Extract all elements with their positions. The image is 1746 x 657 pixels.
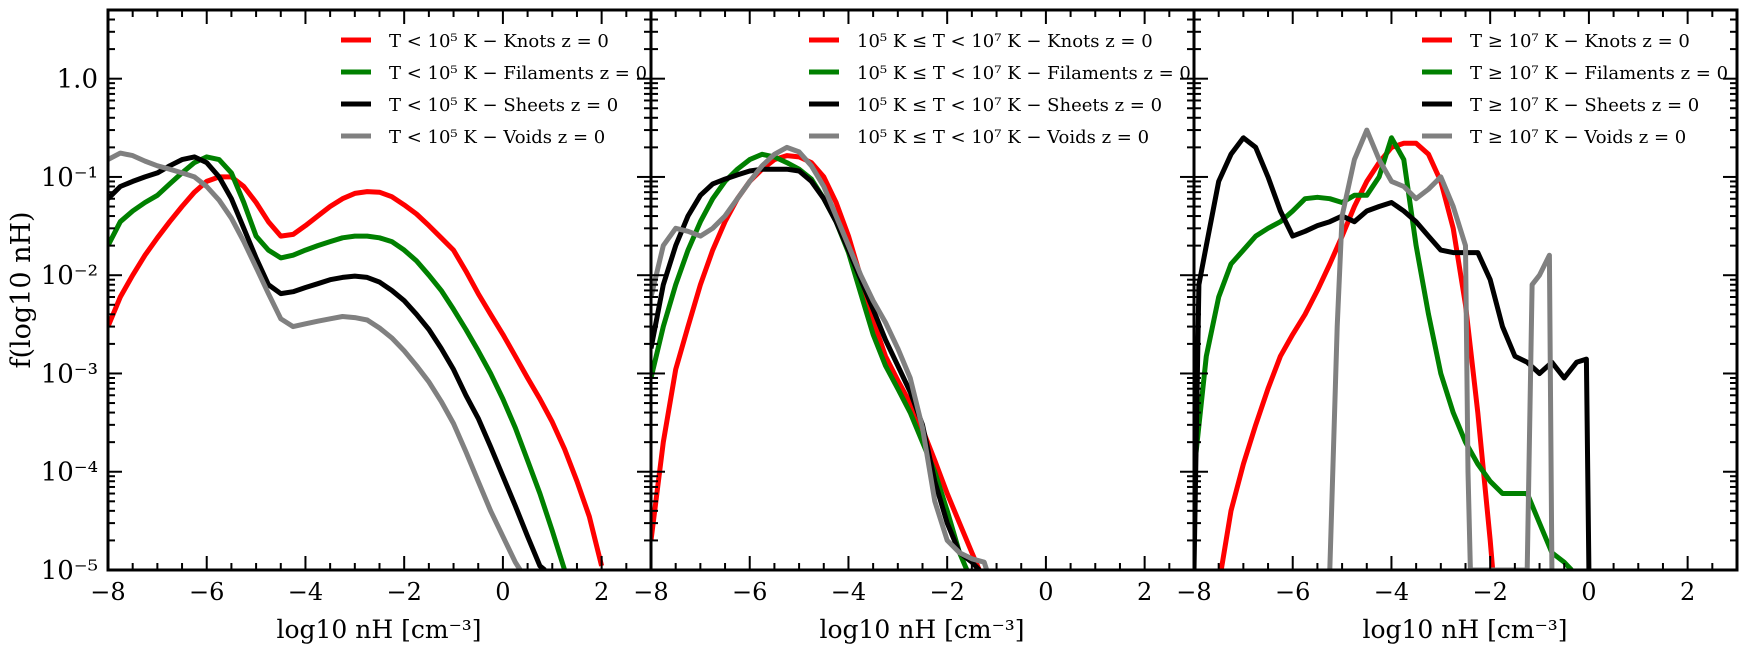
y-axis-label: f(log10 nH) <box>6 211 37 368</box>
series-line-voids <box>651 144 990 570</box>
legend-label-knots: T < 10⁵ K − Knots z = 0 <box>389 31 609 52</box>
legend-label-filaments: T < 10⁵ K − Filaments z = 0 <box>389 63 647 84</box>
x-tick-label: −2 <box>1472 578 1507 606</box>
panel-3-series-lines <box>1194 127 1592 570</box>
legend-label-voids: 10⁵ K ≤ T < 10⁷ K − Voids z = 0 <box>857 127 1149 148</box>
legend-label-knots: 10⁵ K ≤ T < 10⁷ K − Knots z = 0 <box>857 31 1153 52</box>
panel-2-ticks: −8 −6 −4 −2 0 2 <box>633 9 1195 606</box>
panel-1-ticks: −8 −6 −4 −2 0 2 10⁻⁵ 10⁻⁴ 10⁻³ 10⁻² 10⁻¹ 1.0 <box>41 9 652 606</box>
panel-3: −8 −6 −4 −2 0 2 log10 nH [cm⁻³] T ≥ 10⁷ K − K… <box>1176 8 1739 644</box>
x-tick-label: −2 <box>386 578 421 606</box>
y-tick-label: 10⁻¹ <box>41 163 98 193</box>
series-line-voids <box>1327 127 1555 570</box>
legend-label-sheets: T ≥ 10⁷ K − Sheets z = 0 <box>1470 95 1699 116</box>
y-tick-label: 10⁻⁵ <box>41 556 98 586</box>
panel-2-x-axis-label: log10 nH [cm⁻³] <box>819 615 1024 644</box>
series-line-filaments <box>1194 135 1574 570</box>
series-line-sheets <box>108 154 547 570</box>
legend-label-filaments: 10⁵ K ≤ T < 10⁷ K − Filaments z = 0 <box>857 63 1191 84</box>
legend-label-knots: T ≥ 10⁷ K − Knots z = 0 <box>1470 31 1690 52</box>
panel-1-x-axis-label: log10 nH [cm⁻³] <box>276 615 481 644</box>
panel-2-frame <box>649 8 1196 572</box>
x-tick-label: −6 <box>1275 578 1310 606</box>
y-tick-label: 10⁻⁴ <box>41 458 98 488</box>
series-line-filaments <box>108 154 567 570</box>
x-tick-label: 2 <box>594 578 609 606</box>
panel-3-x-axis-label: log10 nH [cm⁻³] <box>1362 615 1567 644</box>
panel-2: −8 −6 −4 −2 0 2 log10 nH [cm⁻³] 10⁵ K ≤ T < 1… <box>633 8 1196 644</box>
y-tick-label: 10⁻² <box>41 261 98 291</box>
x-tick-label: 2 <box>1680 578 1695 606</box>
panel-1: −8 −6 −4 −2 0 2 10⁻⁵ 10⁻⁴ 10⁻³ 10⁻² 10⁻¹ 1.0 log10 … <box>41 8 653 644</box>
x-tick-label: −8 <box>633 578 668 606</box>
x-tick-label: 0 <box>495 578 510 606</box>
x-tick-label: 0 <box>1581 578 1596 606</box>
x-tick-label: −4 <box>288 578 323 606</box>
x-tick-label: −8 <box>90 578 125 606</box>
y-tick-label: 10⁻³ <box>41 359 98 389</box>
x-tick-label: −4 <box>831 578 866 606</box>
x-tick-label: 2 <box>1137 578 1152 606</box>
x-tick-label: −8 <box>1176 578 1211 606</box>
panel-2-series-lines <box>651 144 990 570</box>
x-tick-label: 0 <box>1038 578 1053 606</box>
panel-1-legend: T < 10⁵ K − Knots z = 0 T < 10⁵ K − Filam… <box>341 31 647 148</box>
legend-label-voids: T ≥ 10⁷ K − Voids z = 0 <box>1470 127 1686 148</box>
legend-label-sheets: 10⁵ K ≤ T < 10⁷ K − Sheets z = 0 <box>857 95 1162 116</box>
x-tick-label: −2 <box>929 578 964 606</box>
y-tick-label: 1.0 <box>57 65 98 95</box>
panel-1-series-lines <box>108 150 605 570</box>
series-line-knots <box>108 174 605 567</box>
panel-3-ticks: −8 −6 −4 −2 0 2 <box>1176 9 1738 606</box>
legend-label-voids: T < 10⁵ K − Voids z = 0 <box>389 127 605 148</box>
x-tick-label: −6 <box>732 578 767 606</box>
legend-label-sheets: T < 10⁵ K − Sheets z = 0 <box>389 95 618 116</box>
panel-1-frame <box>106 8 653 572</box>
series-line-voids <box>108 150 523 570</box>
series-line-sheets <box>651 166 982 570</box>
panel-3-legend: T ≥ 10⁷ K − Knots z = 0 T ≥ 10⁷ K − Filam… <box>1422 31 1728 148</box>
x-tick-label: −4 <box>1374 578 1409 606</box>
series-line-filaments <box>651 151 970 570</box>
legend-label-filaments: T ≥ 10⁷ K − Filaments z = 0 <box>1470 63 1728 84</box>
x-tick-label: −6 <box>189 578 224 606</box>
panel-2-legend: 10⁵ K ≤ T < 10⁷ K − Knots z = 0 10⁵ K ≤ T… <box>809 31 1191 148</box>
